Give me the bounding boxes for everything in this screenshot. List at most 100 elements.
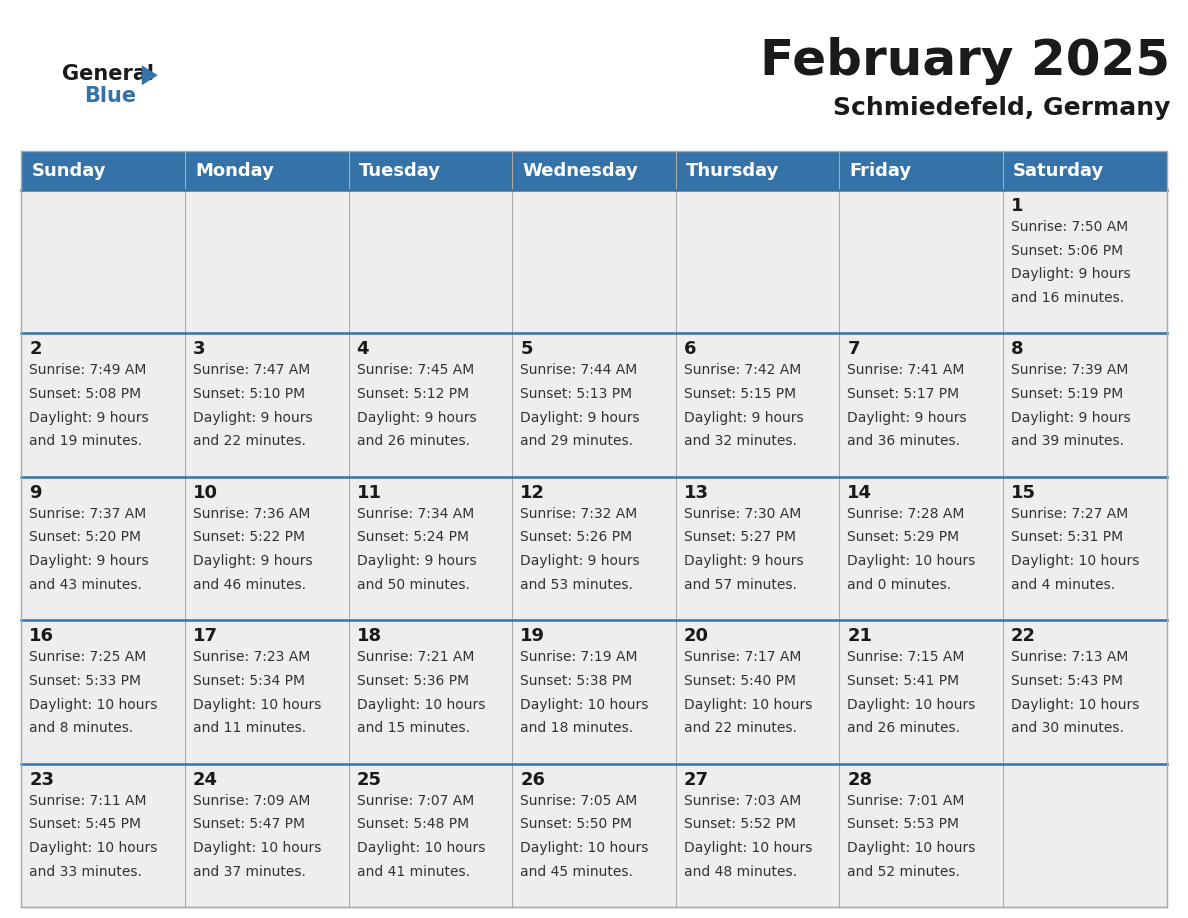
Text: Sunrise: 7:36 AM: Sunrise: 7:36 AM xyxy=(192,507,310,521)
Text: Daylight: 10 hours: Daylight: 10 hours xyxy=(356,698,485,711)
Text: Daylight: 10 hours: Daylight: 10 hours xyxy=(356,841,485,855)
Text: Daylight: 9 hours: Daylight: 9 hours xyxy=(1011,410,1131,425)
Text: Sunset: 5:15 PM: Sunset: 5:15 PM xyxy=(684,387,796,401)
Text: Sunset: 5:17 PM: Sunset: 5:17 PM xyxy=(847,387,960,401)
Text: Sunset: 5:22 PM: Sunset: 5:22 PM xyxy=(192,531,305,544)
Text: and 22 minutes.: and 22 minutes. xyxy=(684,722,797,735)
Text: Sunset: 5:36 PM: Sunset: 5:36 PM xyxy=(356,674,469,688)
Text: 4: 4 xyxy=(356,341,369,358)
Text: Sunset: 5:43 PM: Sunset: 5:43 PM xyxy=(1011,674,1123,688)
Text: 21: 21 xyxy=(847,627,872,645)
Text: Daylight: 9 hours: Daylight: 9 hours xyxy=(520,554,640,568)
Text: Daylight: 10 hours: Daylight: 10 hours xyxy=(30,698,158,711)
Text: Daylight: 9 hours: Daylight: 9 hours xyxy=(1011,267,1131,281)
Text: 16: 16 xyxy=(30,627,55,645)
Text: Sunrise: 7:41 AM: Sunrise: 7:41 AM xyxy=(847,364,965,377)
Text: Sunrise: 7:30 AM: Sunrise: 7:30 AM xyxy=(684,507,801,521)
Text: 1: 1 xyxy=(1011,197,1024,215)
Text: 2: 2 xyxy=(30,341,42,358)
Text: Sunrise: 7:01 AM: Sunrise: 7:01 AM xyxy=(847,793,965,808)
Text: Sunrise: 7:47 AM: Sunrise: 7:47 AM xyxy=(192,364,310,377)
Text: Sunset: 5:06 PM: Sunset: 5:06 PM xyxy=(1011,243,1123,258)
Text: and 19 minutes.: and 19 minutes. xyxy=(30,434,143,448)
Text: Wednesday: Wednesday xyxy=(523,162,638,180)
Text: 28: 28 xyxy=(847,770,872,789)
Text: and 26 minutes.: and 26 minutes. xyxy=(847,722,960,735)
Text: Sunrise: 7:07 AM: Sunrise: 7:07 AM xyxy=(356,793,474,808)
Text: Sunrise: 7:11 AM: Sunrise: 7:11 AM xyxy=(30,793,147,808)
Text: 17: 17 xyxy=(192,627,217,645)
Text: Daylight: 9 hours: Daylight: 9 hours xyxy=(356,410,476,425)
Text: Sunrise: 7:05 AM: Sunrise: 7:05 AM xyxy=(520,793,638,808)
Text: 18: 18 xyxy=(356,627,381,645)
Text: Daylight: 10 hours: Daylight: 10 hours xyxy=(30,841,158,855)
Text: and 46 minutes.: and 46 minutes. xyxy=(192,577,307,592)
Text: and 18 minutes.: and 18 minutes. xyxy=(520,722,633,735)
Text: and 37 minutes.: and 37 minutes. xyxy=(192,865,305,879)
Text: and 45 minutes.: and 45 minutes. xyxy=(520,865,633,879)
Text: Sunset: 5:24 PM: Sunset: 5:24 PM xyxy=(356,531,468,544)
Text: Sunrise: 7:23 AM: Sunrise: 7:23 AM xyxy=(192,650,310,665)
Text: Sunrise: 7:15 AM: Sunrise: 7:15 AM xyxy=(847,650,965,665)
Text: 8: 8 xyxy=(1011,341,1024,358)
Text: Sunset: 5:53 PM: Sunset: 5:53 PM xyxy=(847,817,960,832)
Text: and 53 minutes.: and 53 minutes. xyxy=(520,577,633,592)
Text: and 11 minutes.: and 11 minutes. xyxy=(192,722,307,735)
Text: 7: 7 xyxy=(847,341,860,358)
Text: Daylight: 10 hours: Daylight: 10 hours xyxy=(847,841,975,855)
Text: 27: 27 xyxy=(684,770,709,789)
Text: Daylight: 9 hours: Daylight: 9 hours xyxy=(192,410,312,425)
Text: 14: 14 xyxy=(847,484,872,502)
Text: 13: 13 xyxy=(684,484,709,502)
Text: Daylight: 9 hours: Daylight: 9 hours xyxy=(520,410,640,425)
Text: and 16 minutes.: and 16 minutes. xyxy=(1011,291,1124,305)
Text: 11: 11 xyxy=(356,484,381,502)
Text: Sunset: 5:41 PM: Sunset: 5:41 PM xyxy=(847,674,960,688)
Text: Daylight: 10 hours: Daylight: 10 hours xyxy=(847,554,975,568)
Text: Sunset: 5:47 PM: Sunset: 5:47 PM xyxy=(192,817,305,832)
Text: and 22 minutes.: and 22 minutes. xyxy=(192,434,305,448)
Text: Daylight: 9 hours: Daylight: 9 hours xyxy=(30,554,148,568)
Text: Sunrise: 7:50 AM: Sunrise: 7:50 AM xyxy=(1011,220,1129,234)
Text: 19: 19 xyxy=(520,627,545,645)
Text: Daylight: 10 hours: Daylight: 10 hours xyxy=(520,841,649,855)
Text: Daylight: 10 hours: Daylight: 10 hours xyxy=(847,698,975,711)
Text: 3: 3 xyxy=(192,341,206,358)
Text: Sunrise: 7:17 AM: Sunrise: 7:17 AM xyxy=(684,650,801,665)
Text: Daylight: 9 hours: Daylight: 9 hours xyxy=(847,410,967,425)
Text: 22: 22 xyxy=(1011,627,1036,645)
Text: Sunrise: 7:03 AM: Sunrise: 7:03 AM xyxy=(684,793,801,808)
Text: Sunrise: 7:13 AM: Sunrise: 7:13 AM xyxy=(1011,650,1129,665)
Text: Sunset: 5:34 PM: Sunset: 5:34 PM xyxy=(192,674,305,688)
Text: Sunrise: 7:28 AM: Sunrise: 7:28 AM xyxy=(847,507,965,521)
Text: 5: 5 xyxy=(520,341,532,358)
Text: and 15 minutes.: and 15 minutes. xyxy=(356,722,469,735)
Text: Sunset: 5:40 PM: Sunset: 5:40 PM xyxy=(684,674,796,688)
Text: Sunrise: 7:42 AM: Sunrise: 7:42 AM xyxy=(684,364,801,377)
Text: and 57 minutes.: and 57 minutes. xyxy=(684,577,797,592)
Text: 23: 23 xyxy=(30,770,55,789)
Text: General: General xyxy=(62,64,153,84)
Text: Sunset: 5:50 PM: Sunset: 5:50 PM xyxy=(520,817,632,832)
FancyBboxPatch shape xyxy=(21,151,1167,190)
Text: 6: 6 xyxy=(684,341,696,358)
Text: and 43 minutes.: and 43 minutes. xyxy=(30,577,143,592)
Text: Sunset: 5:33 PM: Sunset: 5:33 PM xyxy=(30,674,141,688)
Text: Sunset: 5:10 PM: Sunset: 5:10 PM xyxy=(192,387,305,401)
Text: Sunset: 5:13 PM: Sunset: 5:13 PM xyxy=(520,387,632,401)
Text: and 48 minutes.: and 48 minutes. xyxy=(684,865,797,879)
Text: February 2025: February 2025 xyxy=(760,37,1170,84)
Text: Daylight: 9 hours: Daylight: 9 hours xyxy=(192,554,312,568)
Text: Sunrise: 7:34 AM: Sunrise: 7:34 AM xyxy=(356,507,474,521)
Text: and 29 minutes.: and 29 minutes. xyxy=(520,434,633,448)
Text: Daylight: 10 hours: Daylight: 10 hours xyxy=(684,841,813,855)
Text: 12: 12 xyxy=(520,484,545,502)
Text: 25: 25 xyxy=(356,770,381,789)
Text: Daylight: 10 hours: Daylight: 10 hours xyxy=(684,698,813,711)
Text: Daylight: 9 hours: Daylight: 9 hours xyxy=(30,410,148,425)
Text: Sunrise: 7:45 AM: Sunrise: 7:45 AM xyxy=(356,364,474,377)
Text: Daylight: 10 hours: Daylight: 10 hours xyxy=(520,698,649,711)
Text: Sunset: 5:12 PM: Sunset: 5:12 PM xyxy=(356,387,469,401)
Text: and 39 minutes.: and 39 minutes. xyxy=(1011,434,1124,448)
Text: Sunrise: 7:32 AM: Sunrise: 7:32 AM xyxy=(520,507,638,521)
